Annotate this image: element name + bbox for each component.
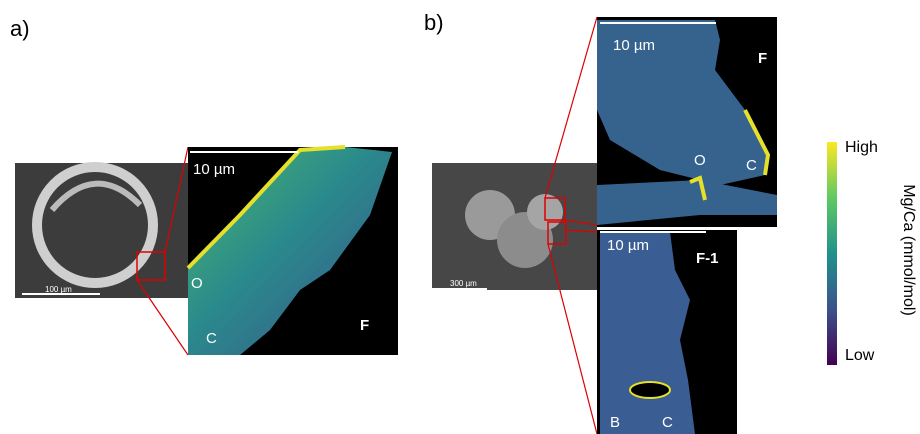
point-label: O xyxy=(191,275,203,292)
map-tag: F xyxy=(360,317,369,334)
colorbar-low: Low xyxy=(845,347,875,364)
scale-label: 10 µm xyxy=(613,37,655,54)
map-rim xyxy=(689,175,707,201)
map-rim xyxy=(743,109,771,176)
zoom-line xyxy=(164,146,189,253)
colorbar-high: High xyxy=(845,139,878,156)
point-label: C xyxy=(746,157,757,174)
map-rim xyxy=(186,145,346,270)
zoom-box xyxy=(547,221,567,245)
map-pore xyxy=(629,381,671,399)
zoom-box xyxy=(136,251,166,281)
scale-label: 10 µm xyxy=(193,161,235,178)
point-label: O xyxy=(694,152,706,169)
map-shell xyxy=(600,232,695,434)
zoom-line xyxy=(564,219,598,226)
zoom-line xyxy=(136,279,189,356)
zoom-line xyxy=(544,16,598,199)
zoom-line xyxy=(547,243,598,434)
map-tag: F-1 xyxy=(696,250,719,267)
map-shell xyxy=(597,180,777,225)
colorbar-title: Mg/Ca (mmol/mol) xyxy=(900,184,917,316)
test-outline xyxy=(32,162,158,288)
scale-label: 10 µm xyxy=(607,237,649,254)
map-shell xyxy=(188,147,392,355)
map-shell xyxy=(597,20,768,185)
zoom-box xyxy=(544,197,566,221)
colorbar xyxy=(827,142,837,365)
point-label: C xyxy=(206,330,217,347)
test-chamber xyxy=(49,180,143,212)
scale-label: 100 µm xyxy=(45,285,72,294)
zoom-line xyxy=(565,229,598,233)
scale-label: 300 µm xyxy=(450,279,477,288)
point-label: B xyxy=(610,414,620,431)
map-tag: F xyxy=(758,50,767,67)
panel-label: b) xyxy=(424,10,444,35)
panel-label: a) xyxy=(10,16,30,41)
point-label: C xyxy=(662,414,673,431)
